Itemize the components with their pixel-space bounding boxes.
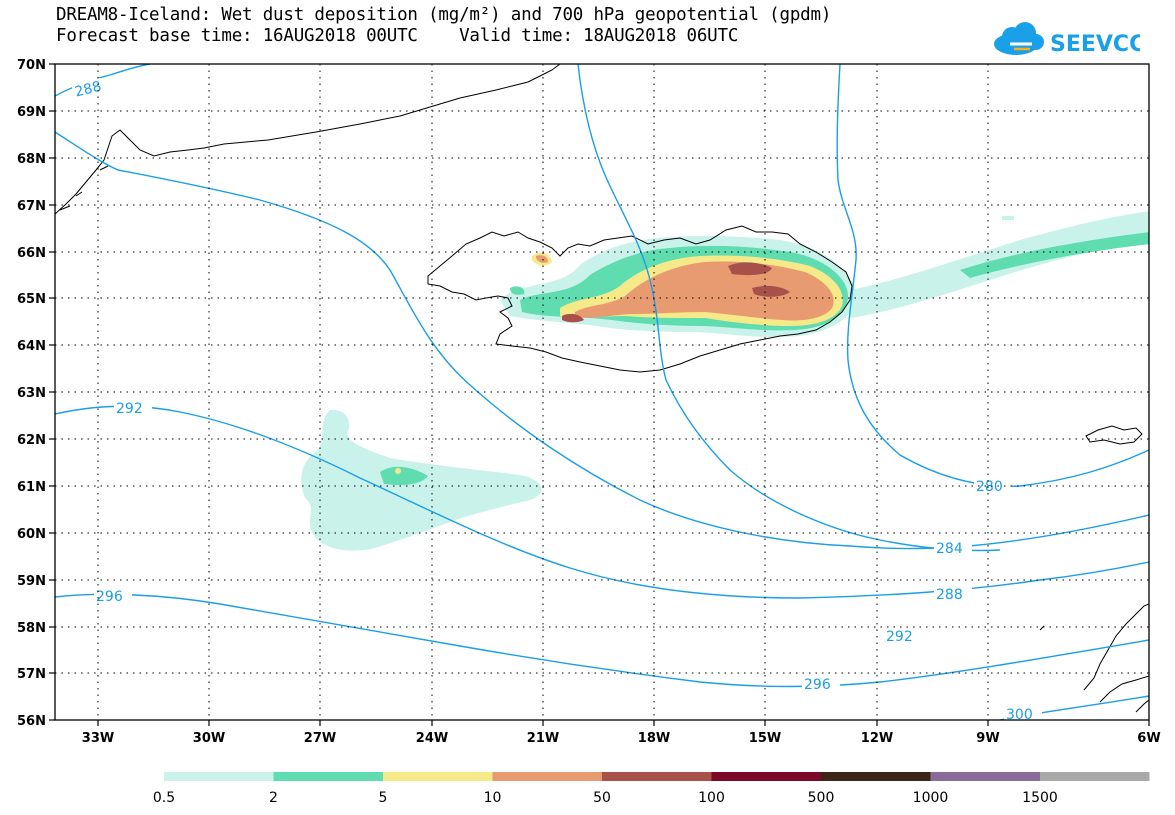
colorbar-labels: 0.5 2 5 10 50 100 500 1000 1500 (153, 790, 1058, 806)
dust-west-fjord-core (536, 255, 548, 263)
lat-label: 56N (17, 714, 46, 729)
coast-scotland (1039, 603, 1149, 713)
contour-label-288-nw: 288 (73, 79, 103, 101)
contour-280 (836, 64, 1149, 487)
dust-west-spot (510, 286, 525, 295)
lon-label: 12W (861, 731, 893, 746)
dust-patch-south-core (380, 466, 428, 486)
lon-label: 33W (82, 731, 114, 746)
colorbar-label: 1500 (1022, 790, 1058, 806)
colorbar-label: 10 (484, 790, 502, 806)
lon-label: 27W (304, 731, 336, 746)
dust-patch-south-max (395, 468, 401, 474)
colorbar-bin-9 (1040, 772, 1150, 781)
cloud-icon (994, 22, 1044, 55)
colorbar-label: 500 (808, 790, 835, 806)
lat-label: 57N (17, 667, 46, 682)
contour-284 (577, 64, 1001, 552)
lon-label: 15W (749, 731, 781, 746)
colorbar-bin-3 (383, 772, 493, 781)
colorbar-bin-5 (602, 772, 712, 781)
seevccc-logo: SEEVCCC (994, 22, 1140, 57)
dust-iceland-brown-3 (562, 313, 584, 323)
contour-label-284: 284 (936, 541, 963, 557)
contour-label-296-w: 296 (96, 589, 123, 605)
geopotential-contours (55, 64, 1149, 720)
contour-label-280: 280 (976, 479, 1003, 495)
coast-greenland-islands (59, 165, 109, 211)
colorbar-label: 50 (593, 790, 611, 806)
coast-faroe (1085, 425, 1143, 445)
contour-label-296-e: 296 (804, 677, 831, 693)
colorbar-bin-1 (164, 772, 274, 781)
contour-labels: 288 292 296 280 284 288 292 296 300 (72, 78, 1042, 723)
colorbar-label: 0.5 (153, 790, 175, 806)
lat-label: 62N (17, 433, 46, 448)
lat-label: 66N (17, 246, 46, 261)
lat-label: 69N (17, 105, 46, 120)
contour-288-nw (55, 64, 151, 97)
lon-label: 18W (638, 731, 670, 746)
lat-label: 65N (17, 292, 46, 307)
lat-label: 59N (17, 574, 46, 589)
colorbar-bin-8 (930, 772, 1040, 781)
contour-label-292-e: 292 (886, 629, 913, 645)
contour-292 (55, 405, 1149, 599)
graticule (55, 64, 1149, 720)
contour-296 (55, 593, 1149, 688)
coastlines (55, 64, 1149, 713)
lat-label: 64N (17, 339, 46, 354)
lon-label: 21W (527, 731, 559, 746)
colorbar-bin-2 (273, 772, 383, 781)
map-subtitle: Forecast base time: 16AUG2018 00UTC Vali… (56, 26, 739, 46)
colorbar-bin-4 (492, 772, 602, 781)
colorbar-label: 100 (698, 790, 725, 806)
lat-label: 68N (17, 152, 46, 167)
contour-label-300: 300 (1006, 707, 1033, 723)
contour-label-288-e: 288 (936, 587, 963, 603)
dust-deposition-layer (301, 211, 1149, 551)
dust-blob-small (1002, 216, 1014, 220)
lat-label: 70N (17, 58, 46, 73)
dust-iceland-brown-1 (728, 262, 772, 276)
lat-label: 61N (17, 480, 46, 495)
lon-label: 6W (1137, 731, 1160, 746)
logo-text: SEEVCCC (1050, 32, 1140, 57)
colorbar-label: 2 (269, 790, 278, 806)
latitude-labels: 70N 69N 68N 67N 66N 65N 64N 63N 62N 61N … (17, 58, 46, 729)
contour-label-292-w: 292 (116, 401, 143, 417)
lat-label: 67N (17, 199, 46, 214)
contour-upper-west (55, 131, 1149, 550)
lon-label: 9W (976, 731, 999, 746)
colorbar-bin-7 (821, 772, 931, 781)
lat-label: 60N (17, 527, 46, 542)
colorbar-label: 5 (379, 790, 388, 806)
colorbar-bin-6 (711, 772, 821, 781)
colorbar-label: 1000 (913, 790, 949, 806)
dust-iceland-orange (575, 261, 834, 321)
colorbar (164, 772, 1150, 781)
longitude-labels: 33W 30W 27W 24W 21W 18W 15W 12W 9W 6W (82, 731, 1161, 746)
lon-label: 24W (416, 731, 448, 746)
dust-iceland-brown-2 (752, 285, 790, 297)
lon-label: 30W (193, 731, 225, 746)
coast-iceland (427, 225, 853, 373)
dust-plume-east-core (960, 232, 1149, 278)
map-title: DREAM8-Iceland: Wet dust deposition (mg/… (56, 5, 832, 25)
coast-greenland (55, 64, 561, 215)
axis-ticks (49, 63, 1150, 726)
lat-label: 63N (17, 386, 46, 401)
lat-label: 58N (17, 621, 46, 636)
